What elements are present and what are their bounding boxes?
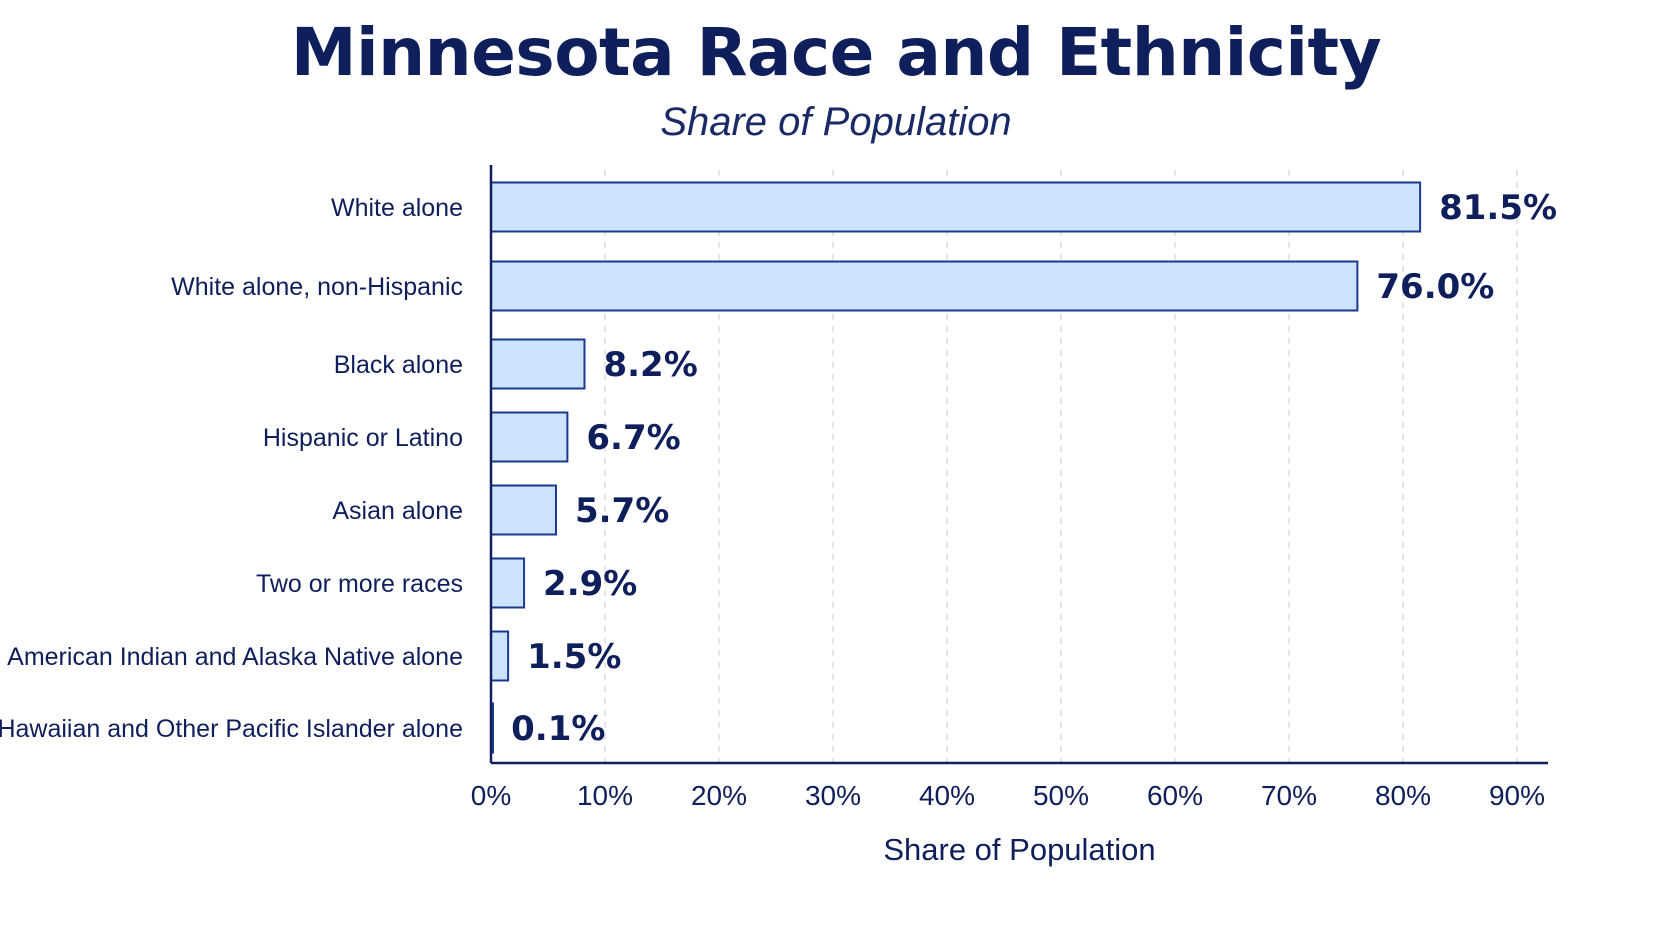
x-tick-label: 60% [1147, 780, 1203, 811]
bar [490, 181, 1422, 233]
x-tick-label: 40% [919, 780, 975, 811]
chart-subtitle: Share of Population [660, 100, 1012, 144]
value-labels: 81.5% 76.0% 8.2% 6.7% 5.7% 2.9% 1.5% 0.1% [511, 188, 1557, 749]
category-label: Hispanic or Latino [263, 424, 463, 452]
data-label: 2.9% [543, 564, 637, 604]
data-label: 0.1% [511, 709, 605, 749]
bar [490, 557, 526, 609]
bar [490, 484, 557, 536]
bar [490, 338, 586, 390]
data-label: 5.7% [575, 491, 669, 531]
category-label: Two or more races [256, 570, 463, 598]
category-label: American Indian and Alaska Native alone [7, 643, 463, 671]
category-label: Asian alone [332, 497, 463, 525]
gridlines [604, 170, 1518, 763]
category-label: Black alone [334, 351, 463, 379]
bar [490, 411, 569, 463]
data-label: 81.5% [1439, 188, 1557, 228]
axes [489, 165, 1548, 765]
x-tick-label: 0% [471, 780, 511, 811]
chart-title: Minnesota Race and Ethnicity [290, 14, 1382, 91]
category-label: White alone, non-Hispanic [171, 273, 463, 301]
category-label: White alone [331, 194, 463, 222]
x-tick-label: 80% [1375, 780, 1431, 811]
bar [490, 260, 1359, 312]
bars [490, 181, 1422, 754]
data-label: 8.2% [603, 345, 697, 385]
x-tick-label: 10% [577, 780, 633, 811]
bar [490, 630, 510, 682]
data-label: 6.7% [586, 418, 680, 458]
data-label: 1.5% [527, 637, 621, 677]
x-tick-label: 90% [1489, 780, 1545, 811]
category-labels: White alone White alone, non-Hispanic Blac… [0, 194, 463, 743]
x-tick-label: 20% [691, 780, 747, 811]
x-tick-label: 30% [805, 780, 861, 811]
data-label: 76.0% [1376, 267, 1494, 307]
x-tick-labels: 0% 10% 20% 30% 40% 50% 60% 70% 80% 90% [471, 780, 1545, 811]
x-tick-label: 50% [1033, 780, 1089, 811]
category-label: Native Hawaiian and Other Pacific Island… [0, 715, 463, 743]
x-tick-label: 70% [1261, 780, 1317, 811]
x-axis-title: Share of Population [883, 832, 1155, 867]
